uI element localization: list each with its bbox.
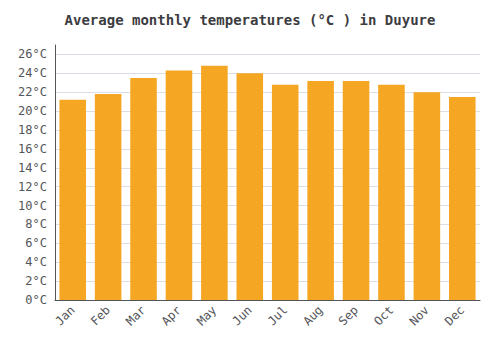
svg-text:18°C: 18°C [18,123,47,137]
svg-text:Apr: Apr [159,303,184,328]
svg-text:Mar: Mar [123,303,148,328]
svg-text:Jan: Jan [52,303,77,328]
svg-text:Oct: Oct [371,303,396,328]
svg-text:Feb: Feb [88,303,113,328]
svg-text:20°C: 20°C [18,104,47,118]
svg-text:Average monthly temperatures (: Average monthly temperatures (°C ) in Du… [65,12,436,28]
svg-text:May: May [194,303,219,328]
svg-text:2°C: 2°C [25,274,47,288]
svg-text:16°C: 16°C [18,142,47,156]
svg-text:24°C: 24°C [18,66,47,80]
svg-text:8°C: 8°C [25,217,47,231]
svg-text:6°C: 6°C [25,236,47,250]
svg-text:26°C: 26°C [18,47,47,61]
svg-text:Nov: Nov [407,303,432,328]
svg-text:Dec: Dec [442,303,467,328]
svg-text:0°C: 0°C [25,293,47,307]
svg-text:10°C: 10°C [18,199,47,213]
svg-text:Aug: Aug [300,303,325,328]
svg-text:Sep: Sep [336,303,361,328]
svg-text:12°C: 12°C [18,180,47,194]
svg-text:Jun: Jun [230,303,255,328]
svg-text:14°C: 14°C [18,161,47,175]
svg-text:Jul: Jul [265,303,290,328]
svg-text:4°C: 4°C [25,255,47,269]
svg-text:22°C: 22°C [18,85,47,99]
